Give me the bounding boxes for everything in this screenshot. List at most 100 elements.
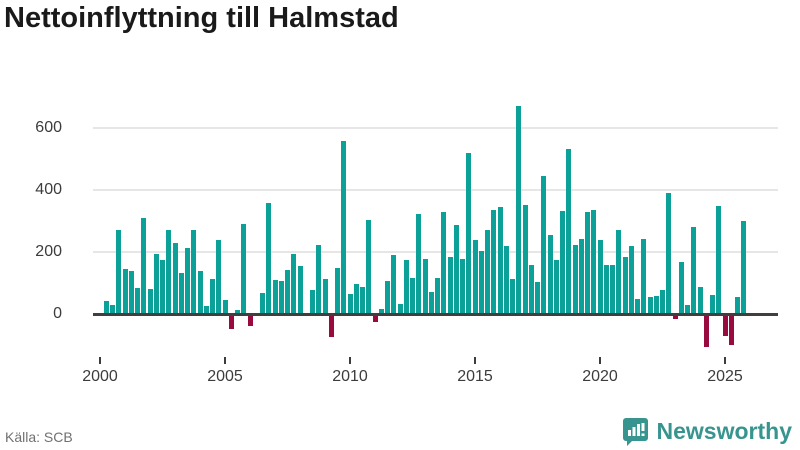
gridline-600 [93,127,778,129]
bar [641,238,647,314]
bar [691,226,697,314]
bar [416,214,422,314]
bar [703,315,709,347]
bar [535,281,540,314]
bar [585,212,590,314]
bar [222,299,228,314]
bar [316,244,322,314]
bar [366,220,372,314]
x-axis-tick [349,357,351,364]
bar [553,260,559,314]
bar [378,309,384,314]
bar [653,296,659,314]
bar [328,315,334,338]
bar [628,246,634,314]
bar [647,296,653,314]
newsworthy-logo[interactable]: Newsworthy [622,414,792,448]
newsworthy-logo-icon [622,417,649,446]
bar [285,270,290,314]
bar [566,149,572,314]
bar [235,309,240,314]
x-axis-label: 2020 [582,368,618,385]
newsworthy-logo-text: Newsworthy [656,417,792,444]
x-axis-label: 2010 [332,368,368,385]
bar [472,239,478,314]
bar [141,217,147,314]
bar [128,270,134,314]
y-axis-label: 400 [35,181,62,198]
bar [266,202,272,314]
bar [372,315,378,322]
bar [710,294,715,314]
bar [728,315,734,345]
x-axis-tick [724,357,726,364]
bar [260,292,265,314]
y-axis-label: 200 [35,243,62,260]
bar [560,211,565,314]
gridline-200 [93,251,778,253]
bar [178,273,184,314]
bar [278,280,284,314]
bar [610,265,615,314]
bar [347,294,353,314]
x-axis-line [93,312,778,316]
bar [635,299,640,314]
bar [203,305,209,314]
bar [135,287,140,314]
bar [603,265,609,314]
bar [353,283,359,314]
bar [741,221,747,314]
bar [541,176,547,314]
bar [360,287,365,314]
bar [241,224,247,314]
bar [297,265,303,314]
bar [197,270,203,314]
bar [547,234,553,314]
bar [216,240,222,314]
y-axis-label: 600 [35,119,62,136]
x-axis-tick [599,357,601,364]
x-axis-label: 2015 [457,368,493,385]
bar [447,257,453,314]
bar [391,254,397,314]
page-title: Nettoinflyttning till Halmstad [4,2,399,34]
bar [666,193,672,314]
bar [616,229,622,314]
bar [735,297,740,314]
x-axis-tick [99,357,101,364]
bar [572,245,578,314]
bar [672,315,678,320]
source-label: Källa: SCB [5,429,73,445]
bar [697,286,703,314]
x-axis-tick [224,357,226,364]
bar [716,205,722,314]
y-axis-label: 0 [53,305,62,322]
x-axis-tick [474,357,476,364]
x-axis-label: 2025 [707,368,743,385]
bar [172,243,178,314]
bar [310,290,315,314]
bar [685,304,690,314]
bar [341,140,347,314]
bar [103,300,109,314]
bar [335,268,340,314]
bar [122,268,128,314]
bar [110,305,115,314]
bar [422,258,428,314]
bar [497,207,503,314]
bar [403,259,409,314]
bar [160,259,165,314]
bar [435,278,440,314]
x-axis-label: 2005 [207,368,243,385]
bar [722,315,728,336]
bar [397,303,403,314]
bar [147,289,153,314]
gridline-400 [93,189,778,191]
bar [410,277,415,314]
bar [522,204,528,314]
bar [228,315,234,330]
bar [466,152,472,314]
bar [453,224,459,314]
bar [322,279,328,314]
